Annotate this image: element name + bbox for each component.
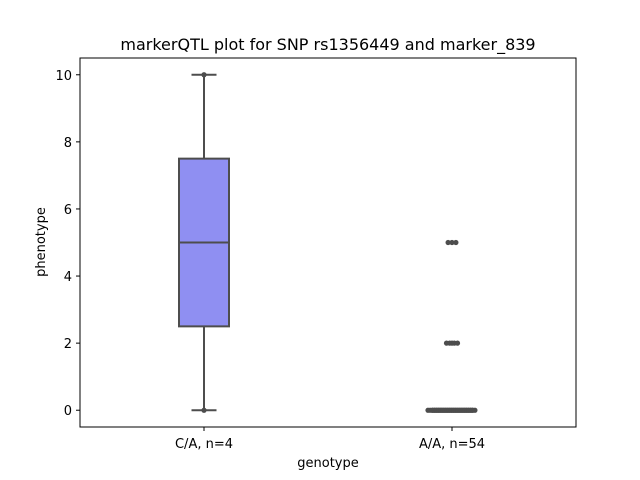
y-tick-label: 4 — [64, 270, 72, 285]
y-tick-label: 10 — [55, 69, 72, 84]
plot-area — [178, 72, 478, 413]
data-point — [201, 72, 207, 78]
data-point — [445, 239, 451, 246]
data-point — [454, 340, 461, 346]
y-tick-label: 2 — [64, 337, 72, 352]
data-point — [201, 407, 207, 413]
x-tick-label: C/A, n=4 — [175, 437, 233, 452]
y-tick-label: 8 — [64, 136, 72, 151]
data-point — [449, 239, 455, 246]
y-tick-label: 0 — [64, 404, 72, 419]
axes: 0 2 4 6 8 10 C/A, n=4 A/A, n=54 — [55, 69, 485, 452]
data-point — [453, 239, 459, 246]
y-tick-label: 6 — [64, 203, 72, 218]
y-axis-label: phenotype — [34, 207, 49, 277]
data-point — [469, 407, 475, 413]
plot-frame — [79, 57, 577, 428]
x-tick-label: A/A, n=54 — [419, 437, 485, 452]
x-axis-label: genotype — [297, 456, 358, 471]
chart-title: markerQTL plot for SNP rs1356449 and mar… — [120, 35, 535, 55]
